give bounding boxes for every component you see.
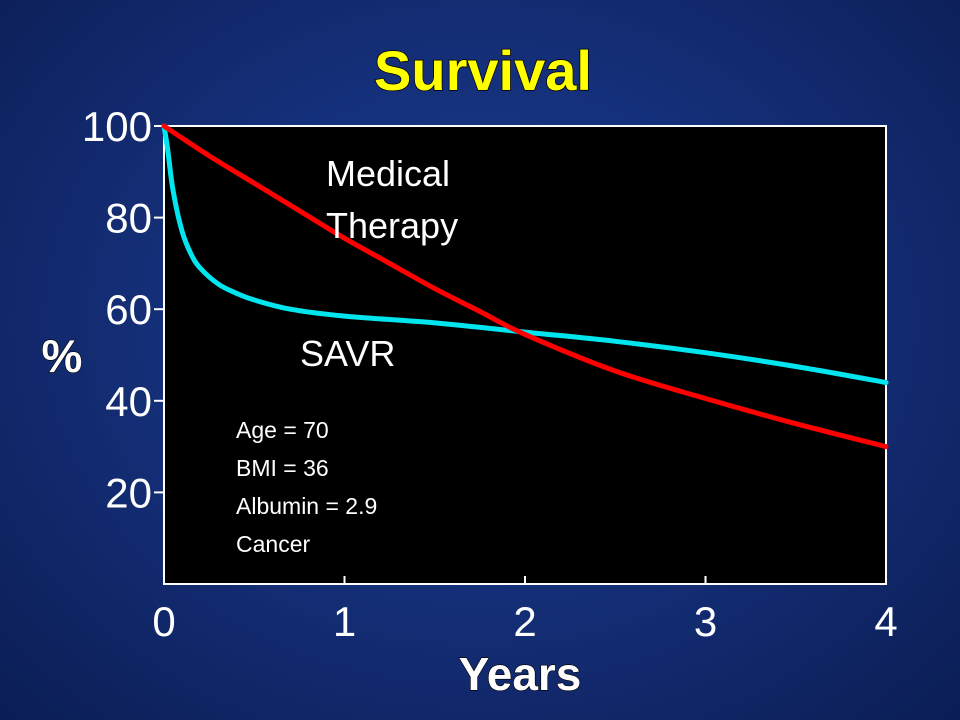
y-axis-title: % — [42, 330, 83, 382]
x-tick-label: 4 — [874, 598, 897, 645]
medical-therapy-label-line1: Medical — [326, 153, 450, 194]
y-tick-label: 60 — [105, 286, 152, 333]
y-tick-label: 100 — [82, 103, 152, 150]
x-axis: 0 1 2 3 4 — [152, 576, 898, 645]
annotation-albumin: Albumin = 2.9 — [236, 493, 377, 519]
series-line-medical-therapy — [161, 123, 889, 450]
y-tick-label: 80 — [105, 195, 152, 242]
series-line-savr — [161, 123, 889, 385]
medical-therapy-label-line2: Therapy — [326, 205, 458, 246]
annotation-cancer: Cancer — [236, 531, 310, 557]
series-layer — [161, 123, 889, 450]
annotation-bmi: BMI = 36 — [236, 455, 329, 481]
x-tick-label: 2 — [513, 598, 536, 645]
chart-title: Survival — [374, 39, 592, 102]
y-tick-label: 20 — [105, 469, 152, 516]
x-tick-label: 0 — [152, 598, 175, 645]
y-axis: 100 80 60 40 20 — [82, 103, 164, 516]
x-tick-label: 3 — [694, 598, 717, 645]
x-tick-label: 1 — [333, 598, 356, 645]
patient-annotation: Age = 70 BMI = 36 Albumin = 2.9 Cancer — [236, 417, 377, 557]
savr-label: SAVR — [300, 333, 395, 374]
x-axis-title: Years — [459, 648, 582, 700]
annotation-age: Age = 70 — [236, 417, 329, 443]
y-tick-label: 40 — [105, 378, 152, 425]
